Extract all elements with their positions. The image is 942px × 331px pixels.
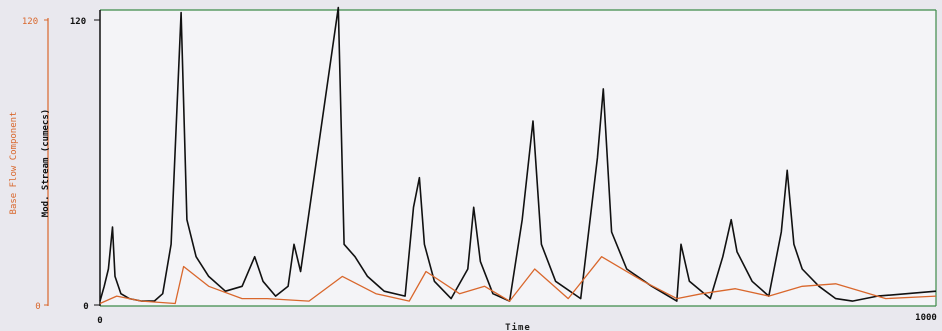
x-tick-label-start: 0 <box>97 316 102 326</box>
series-line-baseflow <box>99 256 937 305</box>
series-group <box>99 6 937 305</box>
x-axis-title: Time <box>505 322 531 331</box>
plot-area <box>100 10 936 306</box>
x-tick-label-end: 1000 <box>915 313 937 323</box>
inner-y-axis-title: Mod. Stream (cumecs) <box>41 109 51 217</box>
outer-y-axis-title: Base Flow Component <box>9 112 19 215</box>
outer-y-tick-label-bottom: 0 <box>35 302 40 312</box>
outer-y-tick-label-top: 120 <box>22 17 38 27</box>
frame <box>44 9 937 307</box>
series-line-stream <box>99 6 937 302</box>
inner-y-tick-label-top: 120 <box>70 17 86 27</box>
inner-y-tick-label-bottom: 0 <box>83 302 88 312</box>
